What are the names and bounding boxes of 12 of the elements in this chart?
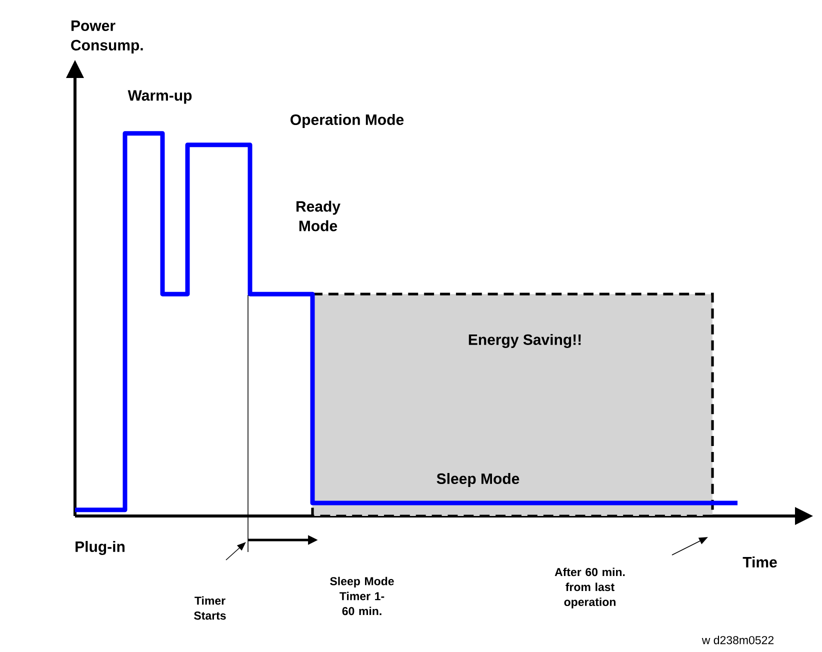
text: Sleep Mode Timer 1-60 min.: [330, 576, 394, 616]
annotation: Sleep Mode: [436, 473, 520, 487]
text: w d238m0522: [702, 636, 774, 644]
text: Power Consump.: [71, 20, 143, 54]
x-axis-title: Time: [742, 556, 777, 568]
text: After 60 min. from last operation: [554, 568, 625, 608]
text: Operation Mode: [290, 114, 404, 128]
text: Timer Starts: [194, 596, 226, 620]
annotation: Energy Saving!!: [468, 334, 581, 348]
annotation: Ready Mode: [296, 200, 340, 232]
text: Plug-in: [76, 540, 124, 556]
text: Warm-up: [128, 90, 192, 104]
